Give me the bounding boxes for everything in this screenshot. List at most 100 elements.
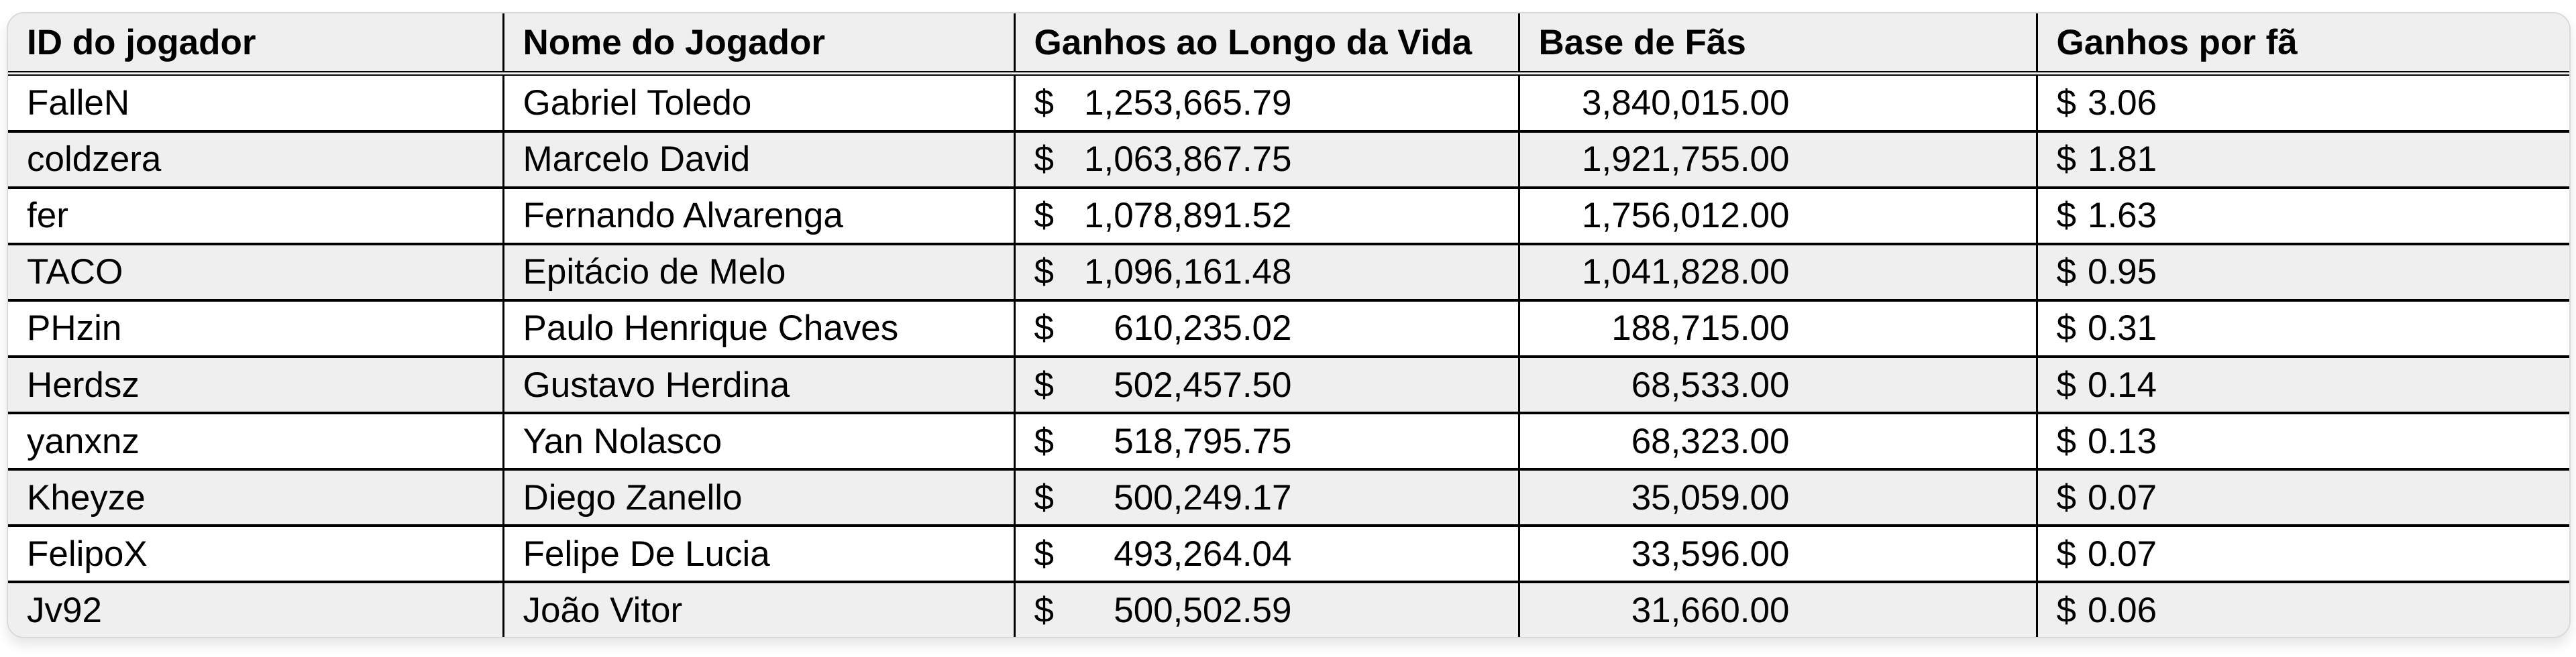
player-id-cell: FalleN: [8, 73, 504, 131]
money-value: $ 1,063,867.75: [1034, 139, 1292, 180]
fans-value: 35,059.00: [1631, 477, 1790, 518]
currency-symbol: $: [1034, 252, 1054, 292]
amount: 502,457.50: [1114, 365, 1292, 405]
earnings-per-fan-cell: $ 3.06: [2037, 74, 2569, 131]
player-name-cell: João Vitor: [503, 581, 1016, 637]
player-name-cell: Diego Zanello: [503, 468, 1016, 526]
earnings-per-fan-cell: $ 0.07: [2037, 468, 2570, 526]
money-value: $ 0.06: [2057, 590, 2570, 631]
lifetime-earnings-cell: $ 502,457.50: [1014, 355, 1520, 414]
currency-symbol: $: [1034, 590, 1054, 630]
amount: 1,096,161.48: [1084, 252, 1292, 292]
player-name-cell: Gustavo Herdina: [503, 355, 1016, 414]
currency-symbol: $: [2056, 196, 2076, 236]
player-id-cell: Jv92: [8, 581, 504, 637]
lifetime-earnings-cell: $ 493,264.04: [1014, 524, 1520, 583]
amount: 493,264.04: [1114, 534, 1292, 574]
table-row: fer Fernando Alvarenga $ 1,078,891.52 1,…: [8, 186, 2569, 244]
money-value: $ 502,457.50: [1034, 365, 1292, 406]
amount: 0.95: [2087, 252, 2157, 292]
fan-base-cell: 1,756,012.00: [1519, 186, 2038, 244]
amount: 0.31: [2087, 308, 2157, 349]
amount: 1,078,891.52: [1084, 196, 1292, 236]
lifetime-earnings-cell: $ 500,249.17: [1014, 468, 1520, 526]
money-value: $ 0.14: [2057, 365, 2570, 406]
amount: 0.14: [2087, 365, 2157, 405]
amount: 0.13: [2087, 421, 2157, 461]
fans-value: 68,323.00: [1631, 421, 1790, 461]
money-value: $ 1,078,891.52: [1034, 195, 1292, 236]
table-row: FalleN Gabriel Toledo $ 1,253,665.79 3,8…: [8, 73, 2569, 131]
player-name-cell: Fernando Alvarenga: [503, 186, 1016, 244]
earnings-per-fan-cell: $ 0.13: [2037, 412, 2569, 470]
table-row: coldzera Marcelo David $ 1,063,867.75 1,…: [8, 129, 2570, 188]
fans-value: 68,533.00: [1631, 365, 1790, 405]
lifetime-earnings-cell: $ 1,078,891.52: [1014, 186, 1520, 244]
fan-base-cell: 188,715.00: [1519, 298, 2038, 357]
table-row: Herdsz Gustavo Herdina $ 502,457.50 68,5…: [8, 355, 2570, 414]
amount: 610,235.02: [1114, 308, 1292, 349]
table-row: yanxnz Yan Nolasco $ 518,795.75 68,323.0…: [8, 412, 2569, 470]
lifetime-earnings-cell: $ 610,235.02: [1014, 298, 1520, 357]
money-value: $ 1,253,665.79: [1034, 82, 1292, 123]
player-name-cell: Marcelo David: [503, 129, 1016, 188]
fans-value: 188,715.00: [1611, 308, 1790, 349]
money-value: $ 0.07: [2057, 477, 2570, 518]
currency-symbol: $: [1034, 139, 1054, 180]
currency-symbol: $: [1034, 365, 1054, 405]
money-value: $ 610,235.02: [1034, 308, 1292, 349]
amount: 1,063,867.75: [1084, 139, 1292, 180]
currency-symbol: $: [2056, 590, 2076, 630]
money-value: $ 0.95: [2057, 251, 2570, 292]
money-value: $ 0.07: [2057, 534, 2570, 575]
amount: 1.81: [2087, 139, 2157, 180]
fan-base-cell: 35,059.00: [1519, 468, 2038, 526]
amount: 500,249.17: [1114, 477, 1292, 518]
earnings-per-fan-cell: $ 1.81: [2037, 129, 2570, 188]
col-header-player-name: Nome do Jogador: [503, 13, 1016, 76]
table-row: PHzin Paulo Henrique Chaves $ 610,235.02…: [8, 298, 2570, 357]
earnings-per-fan-cell: $ 0.95: [2037, 242, 2570, 300]
money-value: $ 3.06: [2057, 82, 2570, 123]
money-value: $ 1.81: [2057, 139, 2570, 180]
amount: 518,795.75: [1114, 421, 1292, 461]
lifetime-earnings-cell: $ 1,253,665.79: [1014, 73, 1520, 131]
fans-value: 1,756,012.00: [1582, 196, 1790, 236]
player-id-cell: FelipoX: [8, 524, 504, 583]
player-name-cell: Felipe De Lucia: [503, 524, 1016, 583]
money-value: $ 518,795.75: [1034, 421, 1292, 462]
player-id-cell: Herdsz: [8, 355, 504, 414]
currency-symbol: $: [2056, 365, 2076, 405]
lifetime-earnings-cell: $ 518,795.75: [1014, 412, 1520, 470]
earnings-per-fan-cell: $ 0.14: [2037, 355, 2570, 414]
player-id-cell: fer: [8, 186, 504, 244]
player-name-cell: Epitácio de Melo: [503, 242, 1016, 300]
amount: 500,502.59: [1114, 590, 1292, 630]
money-value: $ 0.31: [2057, 308, 2570, 349]
currency-symbol: $: [1034, 477, 1054, 518]
player-id-cell: yanxnz: [8, 412, 504, 470]
col-header-player-id: ID do jogador: [8, 13, 504, 76]
amount: 0.07: [2087, 477, 2157, 518]
fan-base-cell: 1,921,755.00: [1519, 129, 2038, 188]
currency-symbol: $: [1034, 82, 1054, 123]
fans-value: 31,660.00: [1631, 590, 1790, 630]
fan-base-cell: 3,840,015.00: [1519, 73, 2038, 131]
fan-base-cell: 68,323.00: [1519, 412, 2038, 470]
money-value: $ 493,264.04: [1034, 534, 1292, 575]
currency-symbol: $: [2056, 421, 2076, 461]
table-row: Jv92 João Vitor $ 500,502.59 31,660.00 $…: [8, 581, 2570, 637]
col-header-earnings-per-fan: Ganhos por fã: [2037, 13, 2569, 76]
currency-symbol: $: [2056, 252, 2076, 292]
fan-base-cell: 68,533.00: [1519, 355, 2038, 414]
table-row: FelipoX Felipe De Lucia $ 493,264.04 33,…: [8, 524, 2570, 583]
currency-symbol: $: [1034, 196, 1054, 236]
currency-symbol: $: [2056, 477, 2076, 518]
fans-value: 33,596.00: [1631, 534, 1790, 574]
amount: 0.06: [2087, 590, 2157, 630]
amount: 0.07: [2087, 534, 2157, 574]
earnings-per-fan-cell: $ 1.63: [2037, 186, 2569, 244]
player-name-cell: Yan Nolasco: [503, 412, 1016, 470]
table-row: TACO Epitácio de Melo $ 1,096,161.48 1,0…: [8, 242, 2570, 300]
table-row: Kheyze Diego Zanello $ 500,249.17 35,059…: [8, 468, 2570, 526]
